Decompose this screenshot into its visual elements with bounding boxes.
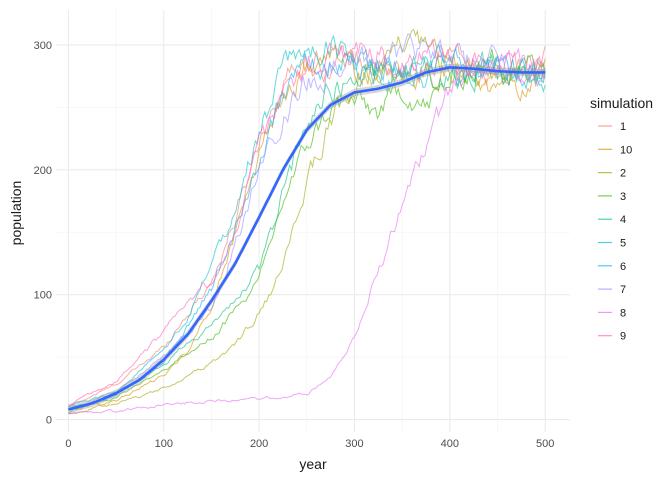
x-axis-title: year [299, 456, 327, 472]
x-tick-label: 0 [65, 438, 71, 450]
series-lines [68, 28, 546, 415]
legend-title: simulation [590, 95, 653, 111]
smooth-line [68, 66, 546, 411]
legend-label-4: 4 [620, 214, 626, 226]
major-gridlines [56, 10, 570, 432]
x-tick-label: 300 [345, 438, 363, 450]
legend-label-3: 3 [620, 191, 626, 203]
y-axis-ticks: 0 100 200 300 [34, 40, 52, 427]
series-line-9 [68, 39, 546, 406]
legend-label-1: 1 [620, 121, 626, 133]
legend-label-10: 10 [620, 144, 632, 156]
y-axis-title: population [8, 181, 24, 246]
legend-label-6: 6 [620, 261, 626, 273]
series-line-5 [68, 34, 546, 408]
y-tick-label: 200 [34, 165, 52, 177]
y-tick-label: 100 [34, 290, 52, 302]
x-tick-label: 100 [155, 438, 173, 450]
y-tick-label: 300 [34, 40, 52, 52]
legend-items: 1 10 2 3 4 5 6 7 8 9 [598, 121, 632, 343]
x-tick-label: 200 [250, 438, 268, 450]
legend-label-2: 2 [620, 168, 626, 180]
legend: simulation 1 10 2 3 4 5 6 7 8 9 [590, 95, 653, 343]
legend-label-8: 8 [620, 307, 626, 319]
series-line-7 [68, 33, 546, 408]
x-axis-ticks: 0 100 200 300 400 500 [65, 438, 554, 450]
legend-label-9: 9 [620, 331, 626, 343]
x-tick-label: 500 [536, 438, 554, 450]
legend-label-7: 7 [620, 284, 626, 296]
smooth-trend [68, 63, 546, 414]
x-tick-label: 400 [441, 438, 459, 450]
legend-label-5: 5 [620, 238, 626, 250]
y-tick-label: 0 [46, 415, 52, 427]
